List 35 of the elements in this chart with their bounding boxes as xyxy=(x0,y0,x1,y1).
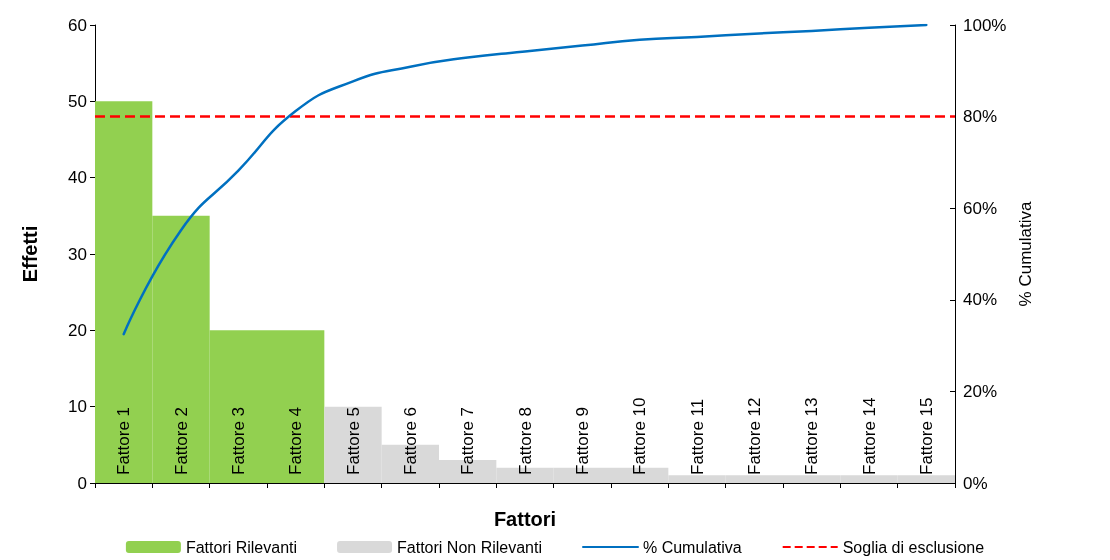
x-tick-label: Fattore 10 xyxy=(630,397,650,475)
y-tick-label: 30 xyxy=(68,244,87,264)
x-tick-label: Fattore 8 xyxy=(515,406,535,475)
y-tick-label: 50 xyxy=(68,91,87,111)
x-tick-label: Fattore 3 xyxy=(228,406,248,475)
x-tick-label: Fattore 14 xyxy=(859,397,879,475)
y2-tick-label: 40% xyxy=(963,290,998,310)
legend-label: Soglia di esclusione xyxy=(842,538,985,556)
legend-label: % Cumulativa xyxy=(642,538,742,556)
x-tick-label: Fattore 9 xyxy=(572,406,592,475)
x-tick-label: Fattore 15 xyxy=(916,397,936,475)
x-tick-label: Fattore 12 xyxy=(744,397,764,475)
y-tick-label: 10 xyxy=(68,397,87,417)
x-axis-title: Fattori xyxy=(493,508,557,530)
x-tick-label: Fattore 7 xyxy=(458,406,478,475)
y2-tick-label: 60% xyxy=(963,198,998,218)
x-tick-label: Fattore 2 xyxy=(171,406,191,475)
y-tick-label: 40 xyxy=(68,168,87,188)
y2-tick-label: 100% xyxy=(963,15,1007,35)
x-tick-label: Fattore 4 xyxy=(286,406,306,475)
legend-label: Fattori Non Rilevanti xyxy=(397,538,542,556)
y-tick-label: 0 xyxy=(77,473,87,493)
x-tick-label: Fattore 11 xyxy=(687,398,707,475)
legend-label: Fattori Rilevanti xyxy=(185,538,298,556)
x-tick-label: Fattore 13 xyxy=(802,397,822,475)
y-tick-label: 20 xyxy=(68,320,87,340)
y2-tick-label: 20% xyxy=(963,381,998,401)
x-tick-label: Fattore 5 xyxy=(343,406,363,475)
y2-axis-title: % Cumulativa xyxy=(1016,201,1036,307)
y2-tick-label: 80% xyxy=(963,107,998,127)
x-tick-label: Fattore 6 xyxy=(400,406,420,475)
y-tick-label: 60 xyxy=(68,15,87,35)
y2-tick-label: 0% xyxy=(963,473,988,493)
x-tick-label: Fattore 1 xyxy=(114,406,134,475)
y-axis-title: Effetti xyxy=(19,225,41,283)
